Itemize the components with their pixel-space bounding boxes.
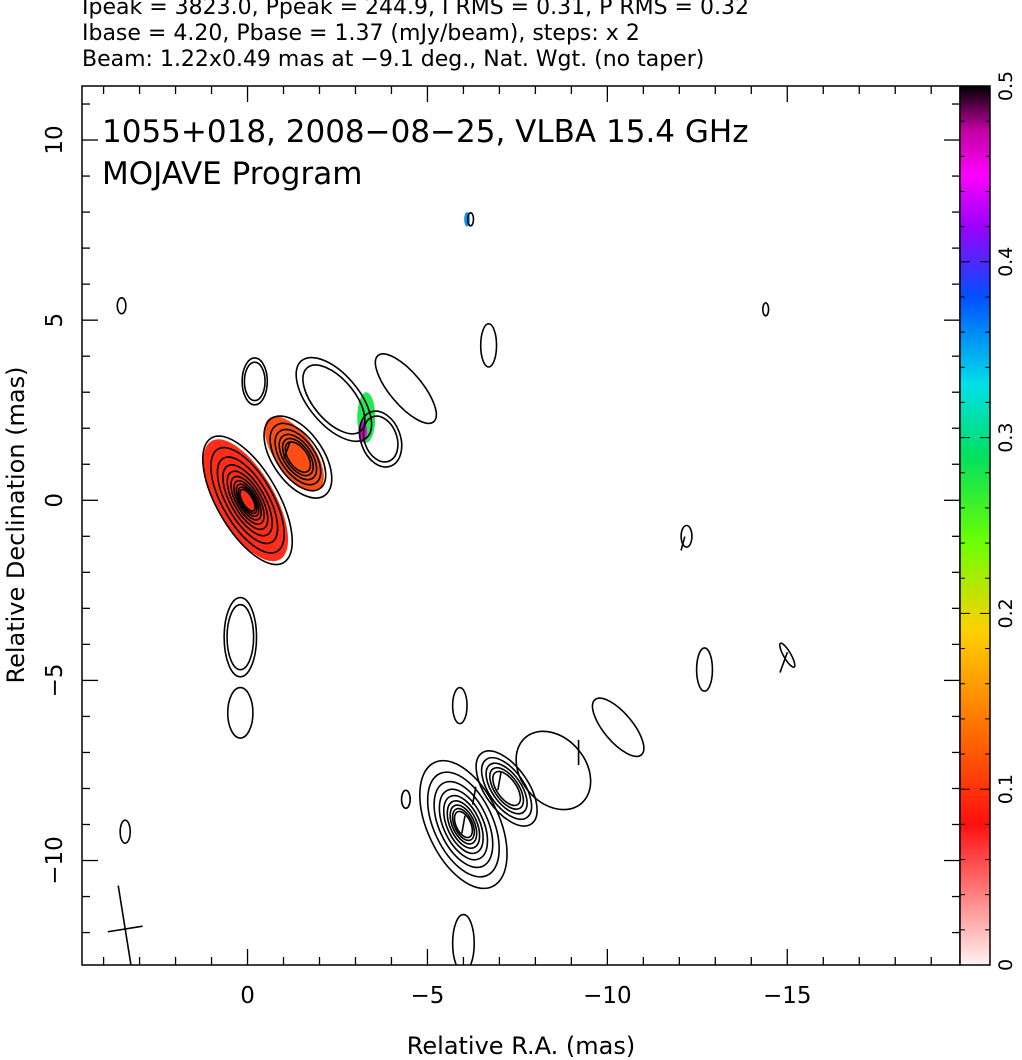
contour-noise-11-1 bbox=[778, 642, 796, 668]
contour-layer bbox=[116, 212, 796, 965]
contour-lobe-sw-5 bbox=[442, 794, 484, 855]
contour-core-5 bbox=[226, 470, 269, 531]
contour-core-2 bbox=[210, 446, 285, 554]
contour-lobe-sw-knot-5 bbox=[492, 770, 522, 807]
contour-inner-jet-1 bbox=[263, 415, 333, 499]
colorbar-label: 0.2 bbox=[995, 598, 1017, 628]
contour-core-10 bbox=[239, 488, 256, 512]
plot-label-source: 1055+018, 2008−08−25, VLBA 15.4 GHz bbox=[102, 114, 748, 150]
evpa-tick-1 bbox=[283, 441, 291, 459]
contour-inner-jet-3 bbox=[274, 428, 322, 486]
contour-lobe-sw-knot-1 bbox=[475, 750, 538, 827]
contour-jet-bridge-2 bbox=[302, 364, 366, 435]
evpa-tick-2 bbox=[461, 815, 466, 834]
evpa-tick-6 bbox=[680, 536, 686, 551]
y-tick-label: 5 bbox=[42, 313, 68, 328]
axis-ticks: 0 −5 −10 −15 10 5 0 −5 −10 bbox=[42, 86, 960, 1009]
contour-jet-knot-1 bbox=[358, 410, 403, 468]
x-tick-label: 0 bbox=[240, 983, 255, 1009]
contour-inner-jet-2 bbox=[269, 422, 327, 492]
colorbar-label: 0.3 bbox=[995, 422, 1017, 452]
contour-lobe-sw-6 bbox=[446, 800, 481, 849]
plot-frame bbox=[81, 85, 961, 966]
contour-noise-1-1 bbox=[479, 322, 498, 368]
contour-lobe-sw-knot-4 bbox=[489, 766, 525, 810]
evpa-tick-4 bbox=[497, 772, 502, 791]
beam-minor-axis bbox=[107, 925, 143, 933]
evpa-layer bbox=[283, 441, 789, 834]
contour-lobe-sw-9 bbox=[453, 810, 474, 839]
y-tick-label: −10 bbox=[42, 836, 68, 885]
contour-noise-3-1 bbox=[451, 686, 468, 725]
y-tick-label: −5 bbox=[42, 663, 68, 697]
contour-outer-jet-1 bbox=[374, 353, 438, 425]
contour-lobe-sw-4 bbox=[438, 788, 489, 861]
contour-lobe-sw-8 bbox=[451, 807, 476, 842]
colorbar-label: 0.5 bbox=[995, 71, 1017, 101]
contour-north-blob-1 bbox=[241, 357, 269, 406]
contour-inner-jet-6 bbox=[284, 441, 312, 474]
contour-lobe-sw-ext-1 bbox=[515, 730, 592, 811]
contour-jet-knot-2 bbox=[362, 415, 399, 463]
x-axis-title: Relative R.A. (mas) bbox=[407, 1032, 635, 1060]
plot-label-program: MOJAVE Program bbox=[102, 156, 362, 192]
header-line-1: Ipeak = 3823.0, Ppeak = 244.9, I RMS = 0… bbox=[82, 0, 749, 20]
contour-core-4 bbox=[222, 464, 273, 537]
y-axis-title: Relative Declination (mas) bbox=[2, 366, 30, 683]
contour-jet-bridge-1 bbox=[295, 356, 373, 443]
contour-south-ext-1-2 bbox=[226, 603, 255, 671]
contour-lobe-sw-2 bbox=[426, 771, 500, 878]
header-line-3: Beam: 1.22x0.49 mas at −9.1 deg., Nat. W… bbox=[82, 47, 705, 72]
contour-lobe-sw-tip-1 bbox=[591, 697, 645, 758]
pol-patch-inner-jet bbox=[264, 416, 324, 491]
contour-noise-10-1 bbox=[466, 212, 475, 227]
contour-lobe-sw-3 bbox=[433, 780, 494, 869]
colorbar-frame bbox=[959, 85, 991, 966]
contour-core-6 bbox=[230, 475, 265, 525]
colorbar-label: 0.1 bbox=[995, 774, 1017, 804]
contour-core-3 bbox=[216, 456, 279, 545]
contour-noise-7-1 bbox=[119, 819, 132, 845]
contour-south-ext-1-1 bbox=[223, 596, 258, 678]
contour-north-blob-2 bbox=[243, 361, 266, 402]
contour-noise-4-1 bbox=[695, 647, 714, 693]
x-tick-label: −10 bbox=[583, 983, 632, 1009]
contour-noise-9-1 bbox=[762, 302, 770, 317]
contour-south-ext-2-1 bbox=[226, 686, 254, 739]
contour-noise-2-1 bbox=[451, 913, 476, 965]
beam-layer bbox=[107, 885, 143, 965]
contour-noise-8-1 bbox=[400, 789, 411, 810]
evpa-tick-3 bbox=[471, 786, 477, 805]
contour-core-7 bbox=[233, 479, 262, 521]
colorbar-ticks: 0 0.1 0.2 0.3 0.4 0.5 bbox=[960, 71, 1017, 971]
colorbar-label: 0 bbox=[995, 959, 1017, 971]
contour-inner-jet-4 bbox=[278, 433, 318, 481]
contour-noise-5-1 bbox=[680, 524, 693, 548]
contour-core-1 bbox=[202, 435, 294, 566]
contour-noise-6-1 bbox=[116, 297, 127, 315]
contour-lobe-sw-7 bbox=[449, 804, 478, 845]
contour-core-8 bbox=[235, 483, 260, 518]
colorbar-label: 0.4 bbox=[995, 247, 1017, 277]
y-tick-label: 10 bbox=[42, 125, 68, 154]
contour-lobe-sw-knot-3 bbox=[485, 762, 528, 815]
x-tick-label: −5 bbox=[410, 983, 444, 1009]
y-tick-label: 0 bbox=[42, 493, 68, 508]
x-tick-label: −15 bbox=[763, 983, 812, 1009]
colorbar bbox=[960, 86, 990, 965]
contour-inner-jet-5 bbox=[281, 437, 315, 477]
contour-core-9 bbox=[237, 486, 258, 515]
evpa-tick-7 bbox=[779, 651, 789, 673]
header-line-2: Ibase = 4.20, Pbase = 1.37 (mJy/beam), s… bbox=[82, 21, 640, 46]
